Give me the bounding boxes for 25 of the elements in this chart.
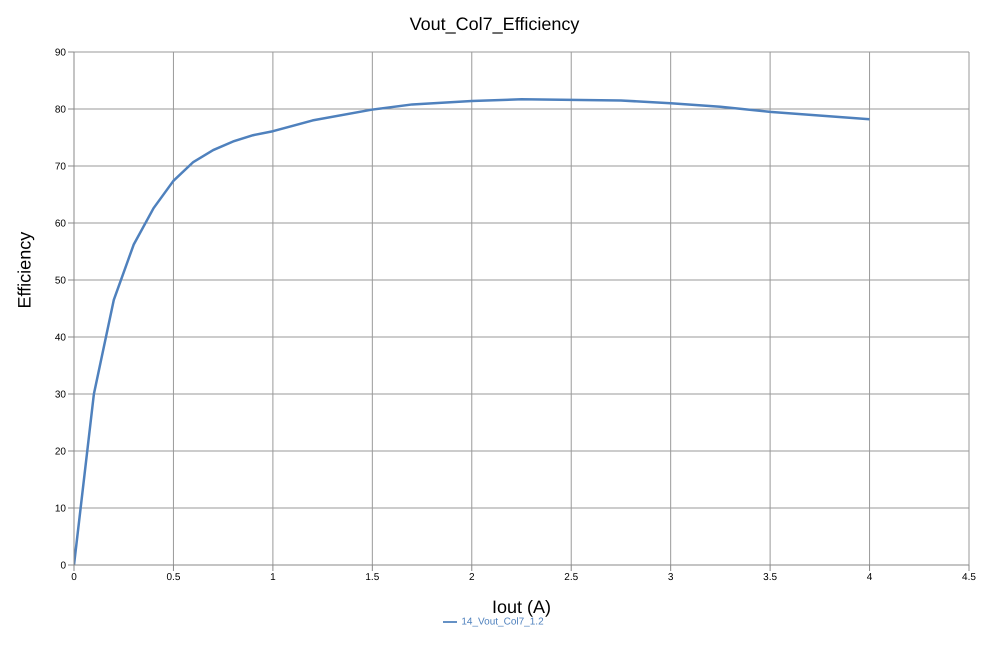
y-tick-label: 30 (54, 390, 66, 401)
x-tick-label: 2.5 (564, 572, 579, 584)
x-tick-label: 4 (866, 572, 873, 584)
x-tick-label: 2 (468, 572, 475, 584)
x-tick-label: 0.5 (166, 572, 181, 584)
line-series (74, 98, 871, 565)
legend-label: 14_Vout_Col7_1.2 (461, 616, 544, 628)
x-tick-label: 4.5 (962, 572, 976, 584)
x-axis-title: Iout (A) (492, 597, 552, 617)
x-tick-label: 0 (71, 572, 78, 584)
x-tick-label: 3 (668, 572, 674, 584)
y-tick-label: 40 (54, 332, 66, 344)
y-tick-label: 70 (54, 162, 66, 173)
y-tick-label: 50 (54, 276, 66, 287)
y-tick-label: 0 (60, 560, 66, 572)
x-tick-label: 1 (270, 572, 276, 584)
y-tick-label: 10 (54, 504, 66, 515)
x-tick-label: 1.5 (365, 572, 380, 584)
x-tick-label: 3.5 (763, 572, 778, 584)
y-tick-label: 20 (54, 446, 66, 458)
y-tick-label: 60 (54, 218, 66, 230)
y-tick-label: 90 (54, 48, 66, 59)
y-axis-title: Efficiency (14, 232, 34, 308)
y-tick-label: 80 (54, 104, 66, 116)
chart-title: Vout_Col7_Efficiency (408, 13, 580, 36)
